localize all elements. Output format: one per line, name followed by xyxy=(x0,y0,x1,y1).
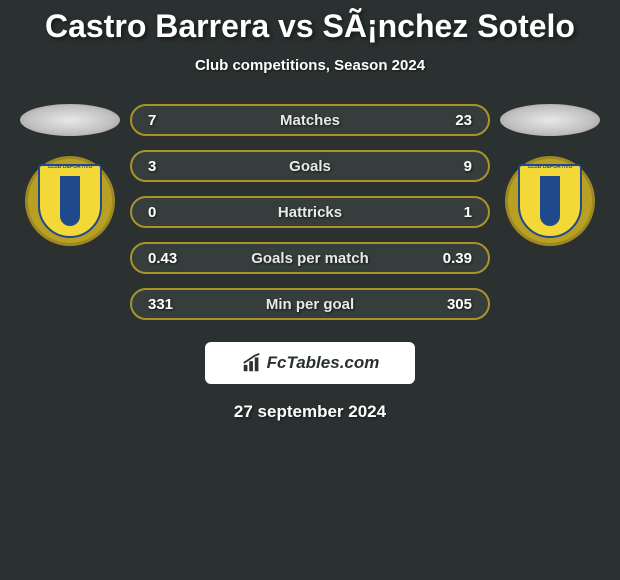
stat-right-value: 0.39 xyxy=(432,250,472,267)
player-right-column: CLUB DEPORTIVO xyxy=(500,104,600,246)
stat-label: Matches xyxy=(280,112,340,129)
badge-stripe xyxy=(540,176,560,226)
watermark-text: FcTables.com xyxy=(267,353,380,373)
comparison-content: CLUB DEPORTIVO 7 Matches 23 3 Goals 9 0 … xyxy=(0,104,620,320)
stat-left-value: 7 xyxy=(148,112,188,129)
stats-table: 7 Matches 23 3 Goals 9 0 Hattricks 1 0.4… xyxy=(130,104,490,320)
stat-row-min-per-goal: 331 Min per goal 305 xyxy=(130,288,490,320)
watermark[interactable]: FcTables.com xyxy=(205,342,415,384)
stat-label: Hattricks xyxy=(278,204,342,221)
badge-text: CLUB DEPORTIVO xyxy=(40,164,100,170)
stat-right-value: 305 xyxy=(432,296,472,313)
club-badge-right: CLUB DEPORTIVO xyxy=(505,156,595,246)
stat-row-hattricks: 0 Hattricks 1 xyxy=(130,196,490,228)
club-badge-right-inner: CLUB DEPORTIVO xyxy=(518,164,582,238)
stat-label: Min per goal xyxy=(266,296,354,313)
date-label: 27 september 2024 xyxy=(0,402,620,422)
club-badge-left-inner: CLUB DEPORTIVO xyxy=(38,164,102,238)
badge-stripe xyxy=(60,176,80,226)
player-right-photo xyxy=(500,104,600,136)
player-left-photo xyxy=(20,104,120,136)
stat-left-value: 0 xyxy=(148,204,188,221)
chart-icon xyxy=(241,352,263,374)
page-title: Castro Barrera vs SÃ¡nchez Sotelo xyxy=(0,0,620,45)
stat-label: Goals per match xyxy=(251,250,369,267)
stat-right-value: 23 xyxy=(432,112,472,129)
stat-right-value: 9 xyxy=(432,158,472,175)
stat-left-value: 331 xyxy=(148,296,188,313)
stat-left-value: 3 xyxy=(148,158,188,175)
stat-left-value: 0.43 xyxy=(148,250,188,267)
stat-row-goals-per-match: 0.43 Goals per match 0.39 xyxy=(130,242,490,274)
page-subtitle: Club competitions, Season 2024 xyxy=(0,57,620,74)
player-left-column: CLUB DEPORTIVO xyxy=(20,104,120,246)
stat-right-value: 1 xyxy=(432,204,472,221)
badge-text: CLUB DEPORTIVO xyxy=(520,164,580,170)
stat-label: Goals xyxy=(289,158,331,175)
club-badge-left: CLUB DEPORTIVO xyxy=(25,156,115,246)
stat-row-matches: 7 Matches 23 xyxy=(130,104,490,136)
stat-row-goals: 3 Goals 9 xyxy=(130,150,490,182)
